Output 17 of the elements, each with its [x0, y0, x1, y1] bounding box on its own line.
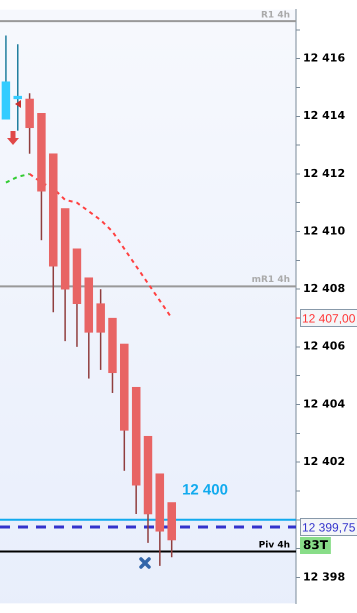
text: 83T: [303, 538, 329, 552]
y-tick-label: 12 414: [303, 109, 346, 122]
ref-line-label: mR1 4h: [252, 275, 290, 286]
y-tick-label: 12 404: [303, 397, 346, 410]
y-tick-label: 12 416: [303, 51, 346, 64]
y-tick-label: 12 398: [303, 570, 346, 584]
y-tick-label: 12 412: [303, 166, 346, 180]
candlestick: [13, 43, 22, 132]
ref-line-label: 12 399,75: [302, 520, 356, 534]
y-tick-label: 12 402: [303, 455, 346, 468]
y-tick-label: 12 406: [303, 340, 346, 353]
ref-line-label: R1 4h: [261, 10, 290, 20]
y-tick-label: 12 410: [303, 224, 346, 238]
y-tick-label: 12 408: [303, 282, 346, 296]
ref-line-label: 12 400: [182, 481, 228, 498]
ref-line-label: Piv 4h: [258, 540, 290, 550]
text: 12 407,00: [302, 311, 356, 326]
